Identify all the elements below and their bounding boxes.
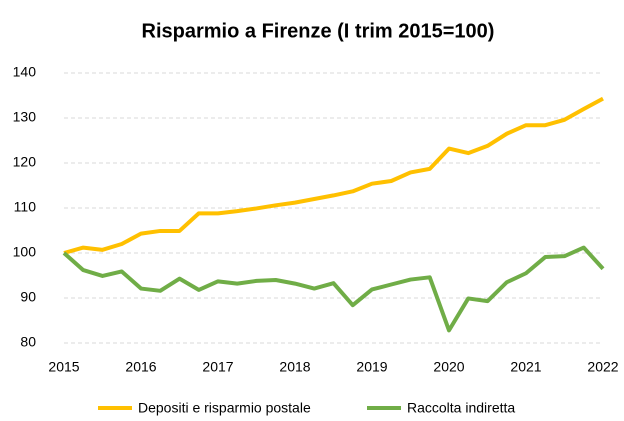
x-tick-label: 2016 [125, 359, 156, 375]
x-tick-label: 2021 [510, 359, 541, 375]
legend-label: Raccolta indiretta [407, 400, 515, 416]
y-tick-label: 100 [13, 244, 37, 260]
x-tick-label: 2018 [279, 359, 310, 375]
y-tick-label: 140 [13, 64, 37, 80]
y-tick-label: 130 [13, 109, 37, 125]
x-tick-label: 2020 [433, 359, 464, 375]
y-tick-label: 120 [13, 154, 37, 170]
x-tick-label: 2015 [48, 359, 79, 375]
series-line [62, 245, 605, 333]
x-tick-label: 2019 [356, 359, 387, 375]
x-tick-label: 2022 [587, 359, 618, 375]
y-tick-label: 90 [20, 289, 36, 305]
series-line [63, 96, 604, 255]
legend-label: Depositi e risparmio postale [138, 400, 311, 416]
y-tick-label: 80 [20, 334, 36, 350]
y-tick-label: 110 [14, 199, 37, 215]
x-tick-label: 2017 [202, 359, 233, 375]
chart-title: Risparmio a Firenze (I trim 2015=100) [142, 20, 495, 42]
